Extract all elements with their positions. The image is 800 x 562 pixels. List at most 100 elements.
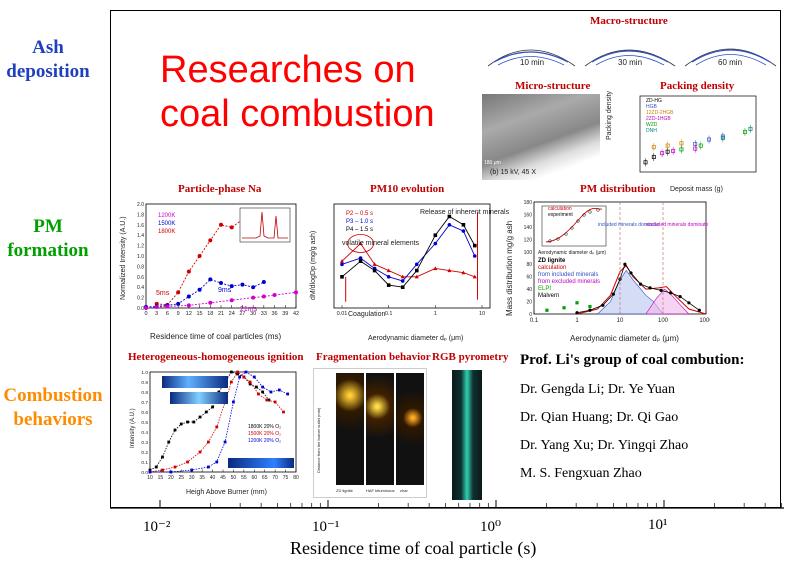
- row-label-comb-line1: Combustion: [3, 385, 103, 406]
- na-xtick-label: 27: [239, 311, 245, 317]
- packing-xlabel: Deposit mass (g): [670, 186, 723, 193]
- pmdist-note-excluded: excluded minerals dominate: [646, 222, 709, 228]
- pm10-series-p2-point: [400, 274, 405, 279]
- pmdist-inset-point: [570, 226, 574, 230]
- pmdist-inset-point: [564, 232, 568, 236]
- packing-hgb-point: [707, 137, 711, 142]
- ignition-series-1500-point: [282, 410, 285, 414]
- ignition-series-1800-point: [154, 465, 158, 469]
- na-xtick-label: 3: [155, 311, 158, 317]
- macro-label-60min: 60 min: [718, 58, 743, 67]
- ignition-flame-image-1: [162, 376, 228, 388]
- pm10-xtick-label: 10: [479, 311, 485, 317]
- pmdist-inset-point: [576, 219, 580, 223]
- row-label-ash-deposition: Ash deposition: [2, 36, 94, 84]
- pmdist-malvern-point: [623, 262, 627, 266]
- packing-zdhg-point: [643, 160, 648, 165]
- ignition-xtick-label: 55: [241, 475, 247, 481]
- ignition-series-1800-point: [267, 398, 271, 402]
- frag-caption-zd: ZD lignite: [336, 488, 353, 493]
- pmdist-inset-point: [596, 208, 600, 212]
- packing-dnh-point: [748, 126, 753, 131]
- pmdist-inset-legend: calculation experiment: [548, 206, 573, 218]
- ignition-series-1500-point: [173, 465, 177, 469]
- group-title: Prof. Li's group of coal combution:: [520, 352, 745, 368]
- na-series-1200-line: [145, 291, 297, 309]
- row-label-comb-line2: behaviors: [13, 409, 93, 430]
- ignition-series-1800-point: [198, 415, 202, 419]
- pmdist-malvern-point: [659, 288, 663, 292]
- pmdist-xtick-label: 100: [658, 318, 669, 324]
- na-xtick-label: 24: [229, 311, 235, 317]
- ignition-series-1200-point: [277, 388, 281, 392]
- packing-legend: ZD-HG HGB 12ZD-2HGB 2ZD-1HGB WZD DNH: [646, 98, 674, 134]
- na-ytick-label: 1.4: [137, 233, 144, 239]
- pm10-series-p2-point: [447, 268, 452, 273]
- ignition-ytick-label: 0.6: [141, 410, 148, 416]
- na-series-1200-point: [144, 306, 148, 310]
- na-inset-spectrum: [242, 211, 288, 239]
- pmdist-ytick-label: 140: [524, 225, 533, 231]
- pmdist-inset-xlabel: Aerodynamic diameter dₚ (μm): [538, 250, 607, 256]
- ignition-series-1200-point: [269, 390, 273, 394]
- na-series-1500-point: [197, 287, 202, 292]
- pmdist-elpi-point: [588, 304, 592, 309]
- main-title-line1: Researches on: [160, 49, 416, 91]
- pm10-series-p4-point: [340, 275, 344, 279]
- micro-caption: (b) 15 kV, 45 X: [490, 169, 537, 176]
- na-series-1500-point: [208, 277, 213, 282]
- axis-tick-1e0: 10⁰: [480, 519, 502, 535]
- packing-wzd-point: [743, 129, 747, 134]
- ignition-series-1200-point: [169, 470, 173, 474]
- pm10-series-p3-point: [386, 275, 391, 279]
- group-member-1: Dr. Gengda Li; Dr. Ye Yuan: [520, 382, 676, 397]
- ignition-series-1800-point: [204, 410, 208, 414]
- pm10-series-p3-point: [461, 229, 466, 233]
- ignition-series-1200-point: [232, 400, 235, 404]
- ignition-flame-image-3: [228, 458, 294, 468]
- ignition-ytick-label: 0.7: [141, 400, 148, 406]
- packing-legend-1: ZD-HG: [646, 98, 662, 104]
- na-xtick-label: 9: [177, 311, 180, 317]
- na-xtick-label: 0: [144, 311, 147, 317]
- pm10-legend-p3: P3 – 1.0 s: [346, 219, 374, 225]
- pmdist-ytick-label: 160: [524, 212, 533, 218]
- na-series-1200-point: [165, 304, 170, 309]
- pmdist-inset-point: [588, 210, 592, 214]
- ignition-series-1500-point: [161, 468, 164, 472]
- micro-scale-bar: 180 μm: [484, 160, 501, 166]
- ignition-series-1500-point: [215, 425, 219, 429]
- ignition-xtick-label: 25: [179, 475, 185, 481]
- macro-arc-30min: [584, 49, 676, 67]
- pm10-series-p3-point: [433, 241, 438, 246]
- ignition-series-1200-point: [223, 440, 227, 444]
- pmdist-legend-included: from included minerals: [538, 272, 599, 278]
- na-xtick-label: 36: [272, 311, 278, 317]
- main-title: Researches on coal combustion: [160, 48, 435, 136]
- pm10-series-p4-point: [386, 283, 391, 287]
- ignition-series-1800-point: [167, 440, 171, 444]
- pmdist-ytick-label: 20: [526, 300, 532, 306]
- na-note-5ms: 5ms: [156, 290, 170, 297]
- pmdist-xtick-label: 0.1: [530, 318, 539, 324]
- pm10-series-p3-point: [414, 262, 419, 267]
- pm10-xlabel: Aerodynamic diameter dₚ (μm): [368, 335, 464, 342]
- pmdist-elpi-point: [562, 306, 566, 310]
- pmdist-malvern-point: [687, 301, 691, 305]
- na-ytick-label: 1.2: [137, 244, 144, 250]
- pmdist-xlabel: Aerodynamic diameter dₚ (μm): [570, 334, 679, 343]
- packing-2zd-point: [660, 151, 665, 156]
- ignition-xlabel: Heigh Above Burner (mm): [186, 489, 267, 496]
- ignition-ytick-label: 1.0: [141, 370, 148, 376]
- na-ylabel: Normalized Intensity (A.U.): [120, 216, 127, 300]
- pmdist-malvern-point: [629, 271, 633, 275]
- na-xtick-label: 39: [282, 311, 288, 317]
- na-xtick-label: 12: [186, 311, 192, 317]
- na-series-1500-point: [229, 284, 234, 289]
- axis-tick-1e-1: 10⁻¹: [312, 519, 340, 535]
- na-xtick-label: 21: [218, 311, 224, 317]
- rgb-pyrometry-image: [452, 370, 482, 500]
- ignition-series-1800-point: [236, 372, 239, 376]
- na-legend-1200: 1200K: [158, 213, 176, 219]
